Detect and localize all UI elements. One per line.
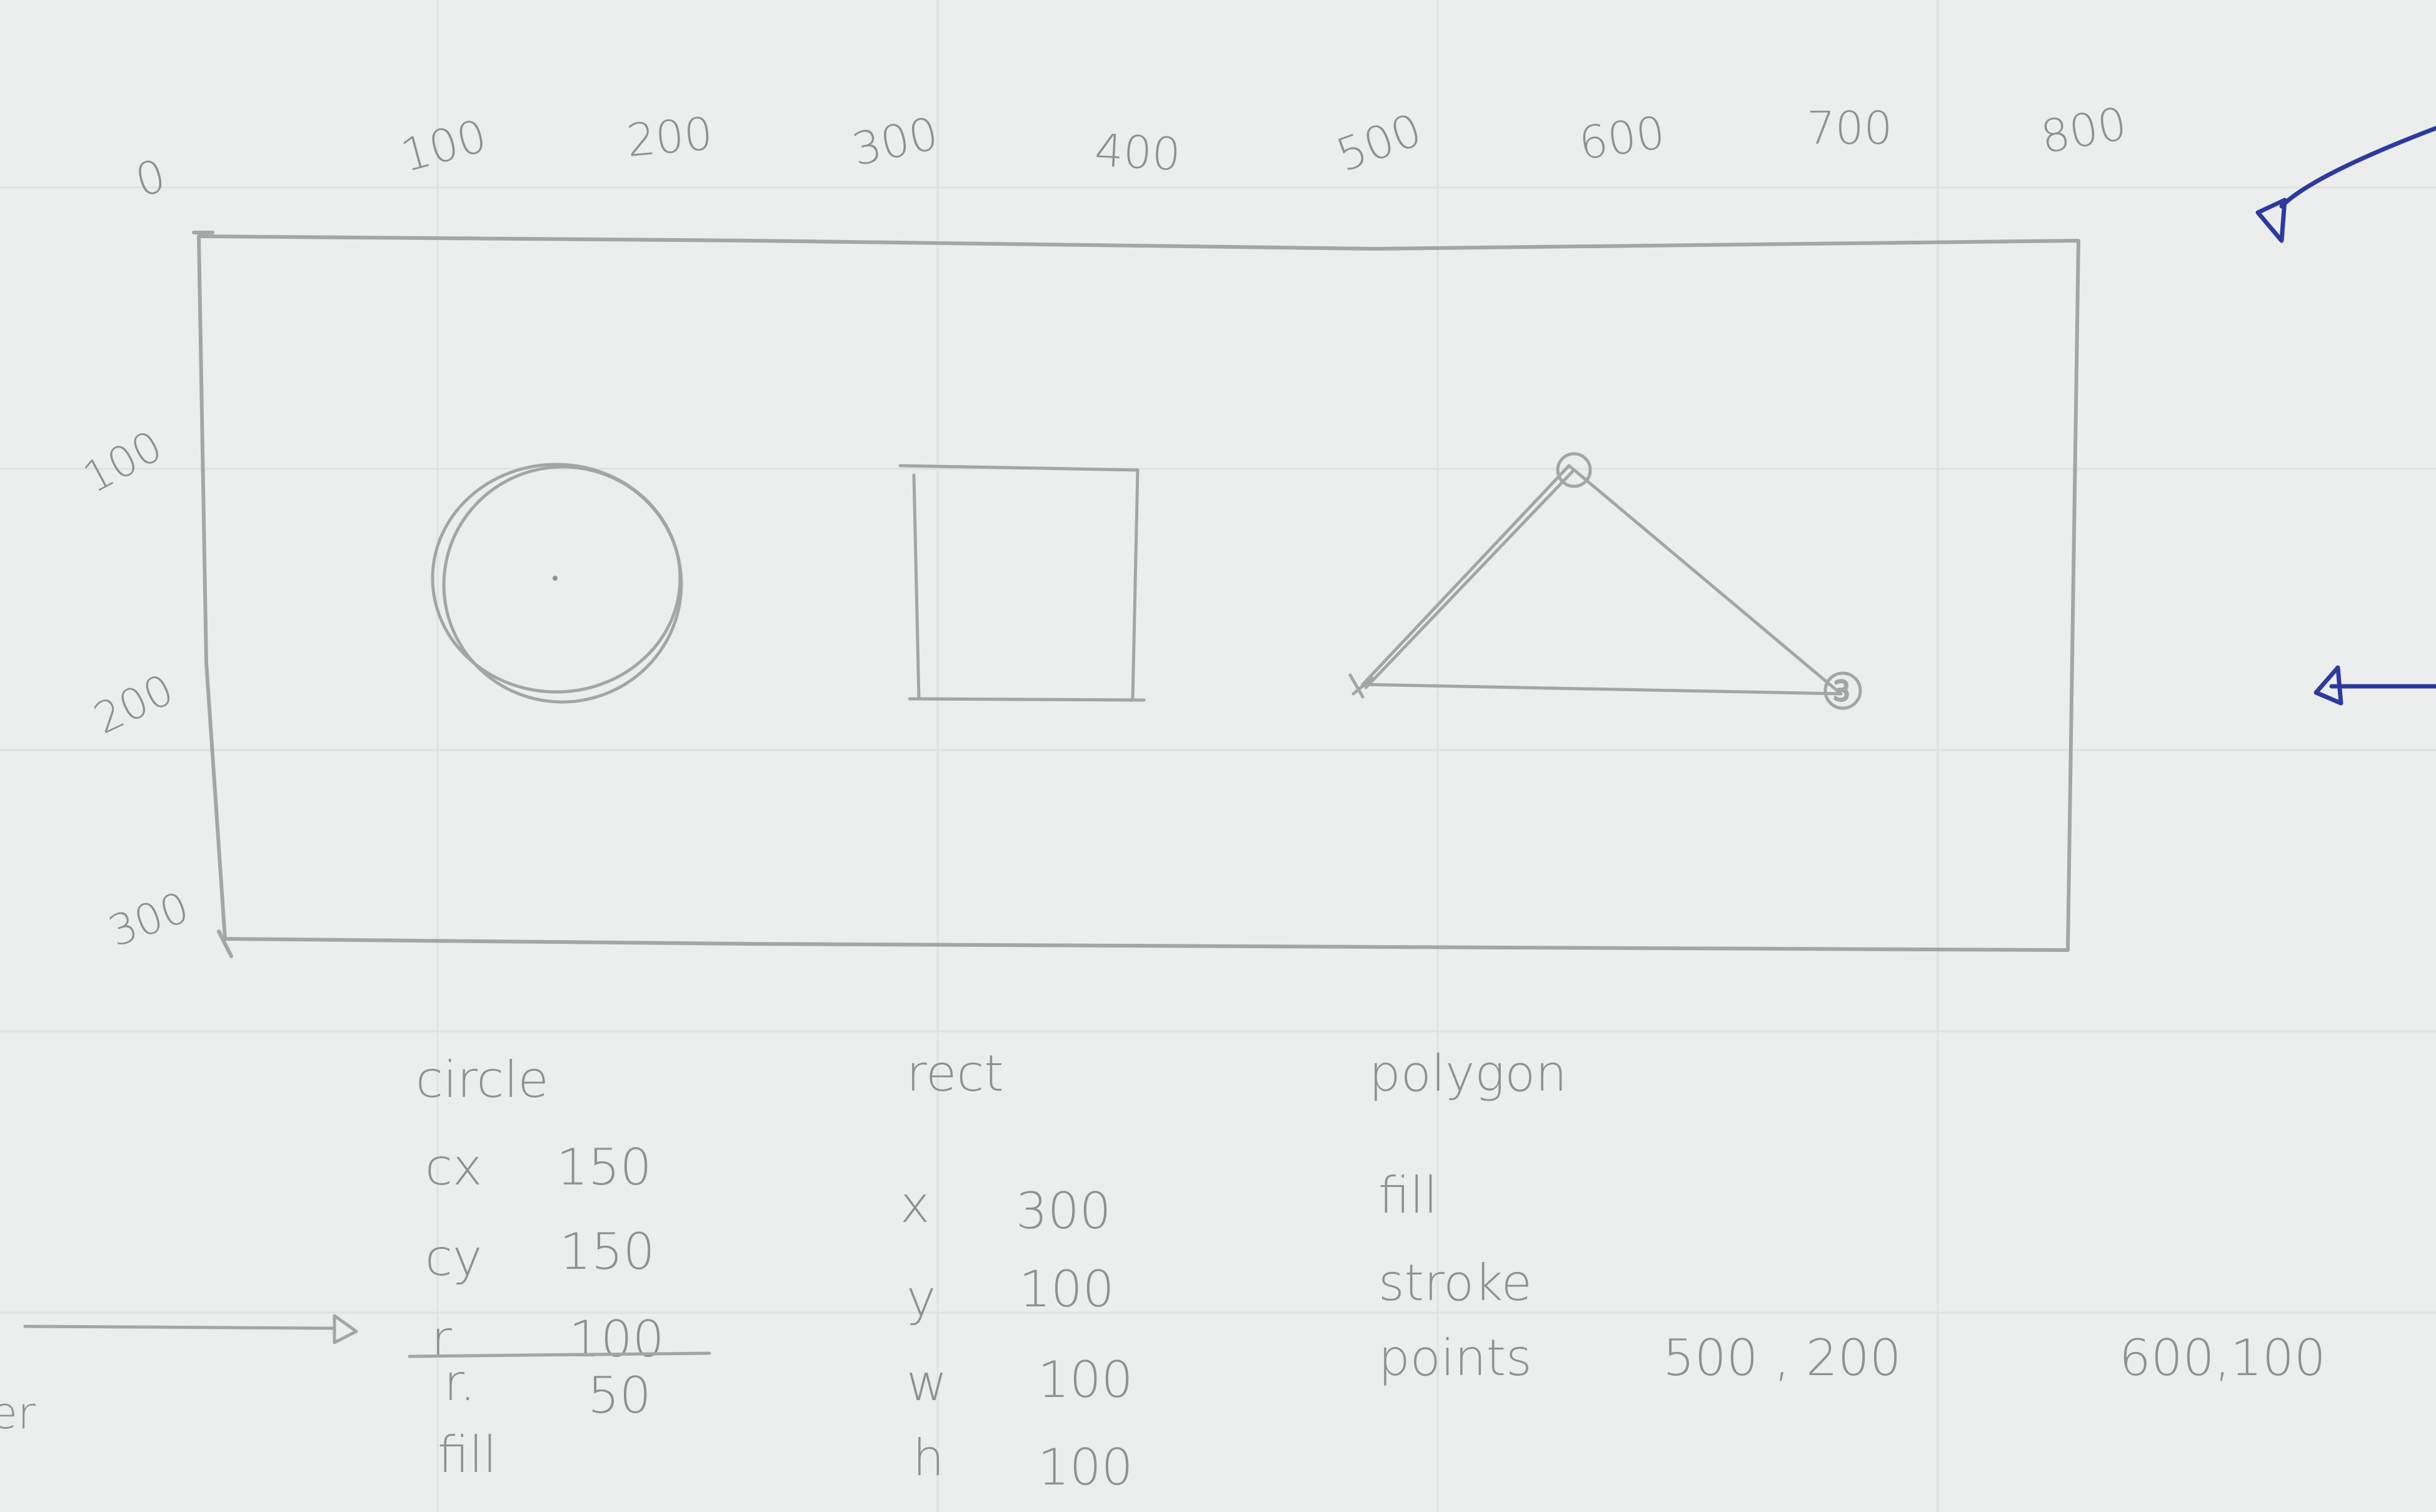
polygon-stroke-label: stroke <box>1378 1254 1532 1312</box>
x-tick-600: 600 <box>1576 106 1668 170</box>
y-tick-100: 100 <box>76 421 171 503</box>
x-tick-0: 0 <box>130 149 171 207</box>
rect-y-value: 100 <box>1019 1260 1115 1318</box>
edge-fragment-text: er <box>0 1388 36 1439</box>
circle-cx-value: 150 <box>556 1138 652 1196</box>
rect-h-label: h <box>913 1429 945 1487</box>
rect-notes: rect x 300 y 100 w 100 h 100 <box>900 1044 1133 1496</box>
circle-r-value: 50 <box>588 1366 651 1424</box>
canvas-frame <box>192 231 2080 958</box>
rect-y-label: y <box>906 1269 936 1328</box>
x-tick-100: 100 <box>396 109 492 183</box>
polygon-point-2: 600,100 <box>2119 1329 2326 1387</box>
circle-center-dot <box>553 576 558 581</box>
ink-arrows <box>2255 126 2436 706</box>
rect-shape <box>898 464 1146 702</box>
polygon-point-1: 500 , 200 <box>1663 1329 1902 1387</box>
rect-heading: rect <box>906 1044 1004 1103</box>
y-tick-300: 300 <box>103 883 196 957</box>
circle-cy-value: 150 <box>559 1223 655 1281</box>
circle-fill-label: fill <box>438 1426 497 1484</box>
circle-shape <box>431 463 683 704</box>
vertex-marker-right <box>1823 671 1862 710</box>
x-tick-700: 700 <box>1807 102 1892 154</box>
circle-r-struck-value: 100 <box>569 1310 664 1368</box>
arrow-diagonal <box>2279 126 2436 209</box>
circle-cx-label: cx <box>425 1138 482 1196</box>
circle-r-struck-label: r <box>431 1310 452 1368</box>
circle-cy-label: cy <box>425 1229 482 1287</box>
x-tick-200: 200 <box>624 107 714 167</box>
arrow-diagonal-head <box>2255 198 2287 243</box>
strike-through-line <box>408 1351 711 1358</box>
rect-x-value: 300 <box>1016 1182 1111 1240</box>
x-axis-labels: 0 100 200 300 400 500 600 700 800 <box>130 97 2131 207</box>
y-tick-200: 200 <box>87 665 181 744</box>
vertex-3-label: 3 <box>1833 676 1850 706</box>
circle-notes: circle cx 150 cy 150 r 100 r. 50 fill <box>408 1051 711 1484</box>
x-tick-800: 800 <box>2037 97 2130 164</box>
polygon-notes: polygon fill stroke points 500 , 200 600… <box>1369 1044 2326 1387</box>
polygon-shape: 3 <box>1348 452 1862 710</box>
rect-w-value: 100 <box>1038 1351 1133 1409</box>
polygon-points-label: points <box>1378 1329 1532 1387</box>
x-tick-500: 500 <box>1330 103 1428 182</box>
vertex-marker-left <box>1348 673 1374 699</box>
circle-r-label: r. <box>444 1354 476 1412</box>
y-axis-labels: 100 200 300 <box>76 421 196 957</box>
vertex-marker-top <box>1556 452 1592 488</box>
rect-w-label: w <box>906 1354 947 1412</box>
rect-x-label: x <box>900 1176 930 1234</box>
polygon-fill-label: fill <box>1378 1166 1438 1224</box>
arrow-horizontal-head <box>2313 665 2343 706</box>
rect-h-value: 100 <box>1038 1438 1133 1496</box>
x-tick-300: 300 <box>848 107 943 176</box>
pointer-arrow <box>23 1314 358 1344</box>
circle-heading: circle <box>416 1051 549 1109</box>
x-tick-400: 400 <box>1093 124 1182 181</box>
polygon-heading: polygon <box>1369 1044 1567 1103</box>
